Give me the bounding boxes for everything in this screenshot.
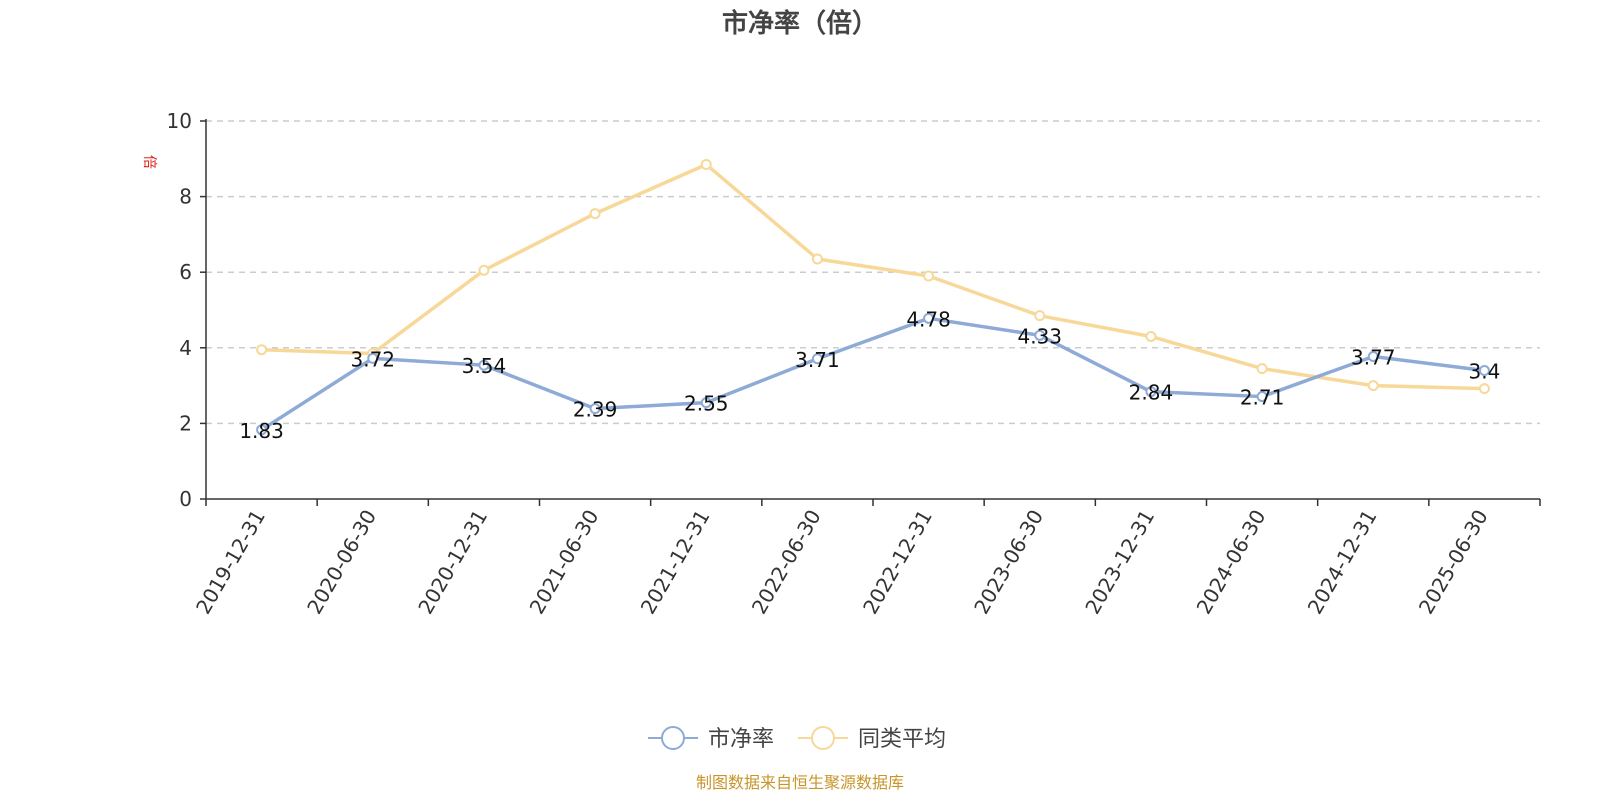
- legend-swatch-marker: [661, 726, 685, 750]
- data-point: [1367, 380, 1379, 392]
- y-tick-label: 8: [179, 185, 192, 209]
- data-point: [589, 403, 601, 415]
- data-point: [478, 264, 490, 276]
- data-point: [589, 208, 601, 220]
- data-point: [923, 312, 935, 324]
- x-tick-label: 2024-12-31: [1303, 506, 1382, 619]
- legend-label: 市净率: [708, 727, 774, 752]
- x-tick-label: 2020-12-31: [413, 505, 492, 618]
- data-label: 3.4: [1469, 359, 1501, 383]
- series-line: [260, 316, 1485, 432]
- y-tick-label: 2: [179, 411, 192, 435]
- series-2: [256, 158, 1490, 395]
- data-label: 4.33: [1017, 324, 1062, 348]
- x-tick-label: 2020-06-30: [302, 506, 381, 619]
- series-layer: 1.83 3.72 3.54 2.39 2.55 3.71 4.78 4.33 2.84 2.71…: [239, 158, 1500, 443]
- y-tick-label: 4: [179, 336, 192, 360]
- data-label: 1.83: [239, 419, 284, 443]
- data-point: [1256, 363, 1268, 375]
- series-line: [261, 162, 1485, 391]
- data-point: [256, 344, 268, 356]
- chart-title: 市净率（倍）: [722, 8, 878, 39]
- x-tick-label: 2023-06-30: [969, 506, 1048, 619]
- legend-item-1[interactable]: 市净率: [648, 726, 774, 752]
- data-labels-1: 1.83 3.72 3.54 2.39 2.55 3.71 4.78 4.33 2.84 2.71…: [239, 307, 1500, 443]
- data-point: [256, 424, 268, 436]
- data-label: 2.55: [684, 392, 729, 416]
- x-tick-label: 2022-12-31: [858, 505, 937, 618]
- data-point: [1367, 350, 1379, 362]
- data-label: 2.39: [573, 398, 618, 422]
- data-point: [1034, 329, 1046, 341]
- axes: [205, 119, 1540, 500]
- y-axis-unit: 倍: [141, 155, 157, 169]
- data-point: [700, 397, 712, 409]
- data-label: 3.54: [462, 354, 507, 378]
- data-point: [1034, 310, 1046, 322]
- x-tick-label: 2024-06-30: [1192, 506, 1271, 619]
- x-axis-ticks: 2019-12-31 2020-06-30 2020-12-31 2021-06-30…: [191, 499, 1541, 619]
- data-label: 4.78: [906, 307, 951, 331]
- x-tick-label: 2021-12-31: [636, 506, 715, 619]
- legend[interactable]: 市净率 同类平均: [648, 726, 946, 752]
- data-point: [478, 359, 490, 371]
- data-point: [923, 270, 935, 282]
- legend-item-2[interactable]: 同类平均: [798, 726, 946, 752]
- data-point: [367, 352, 379, 364]
- source-note: 制图数据来自恒生聚源数据库: [696, 773, 904, 792]
- data-label: 3.71: [795, 348, 840, 372]
- y-tick-label: 10: [167, 109, 192, 133]
- x-tick-label: 2021-06-30: [525, 506, 604, 619]
- data-label: 2.71: [1240, 386, 1285, 410]
- data-point: [1145, 330, 1157, 342]
- x-tick-label: 2025-06-30: [1414, 506, 1493, 619]
- data-point: [1478, 364, 1490, 376]
- legend-label: 同类平均: [858, 727, 946, 752]
- data-point: [811, 353, 823, 365]
- y-tick-label: 0: [179, 487, 192, 511]
- data-label: 2.84: [1129, 381, 1174, 405]
- data-point: [700, 158, 712, 170]
- x-tick-label: 2022-06-30: [747, 506, 826, 619]
- x-tick-label: 2019-12-31: [191, 506, 270, 619]
- y-axis-ticks: 0 2 4 6 8 10: [167, 109, 206, 511]
- data-label: 3.72: [350, 347, 395, 371]
- series-1: [256, 312, 1490, 436]
- data-point: [1478, 383, 1490, 395]
- y-tick-label: 6: [179, 260, 192, 284]
- legend-swatch-marker: [811, 726, 835, 750]
- data-label: 3.77: [1351, 345, 1396, 369]
- x-tick-label: 2023-12-31: [1080, 506, 1159, 619]
- grid-lines: [206, 120, 1540, 425]
- data-point: [1145, 386, 1157, 398]
- data-point: [1256, 391, 1268, 403]
- data-point: [811, 253, 823, 265]
